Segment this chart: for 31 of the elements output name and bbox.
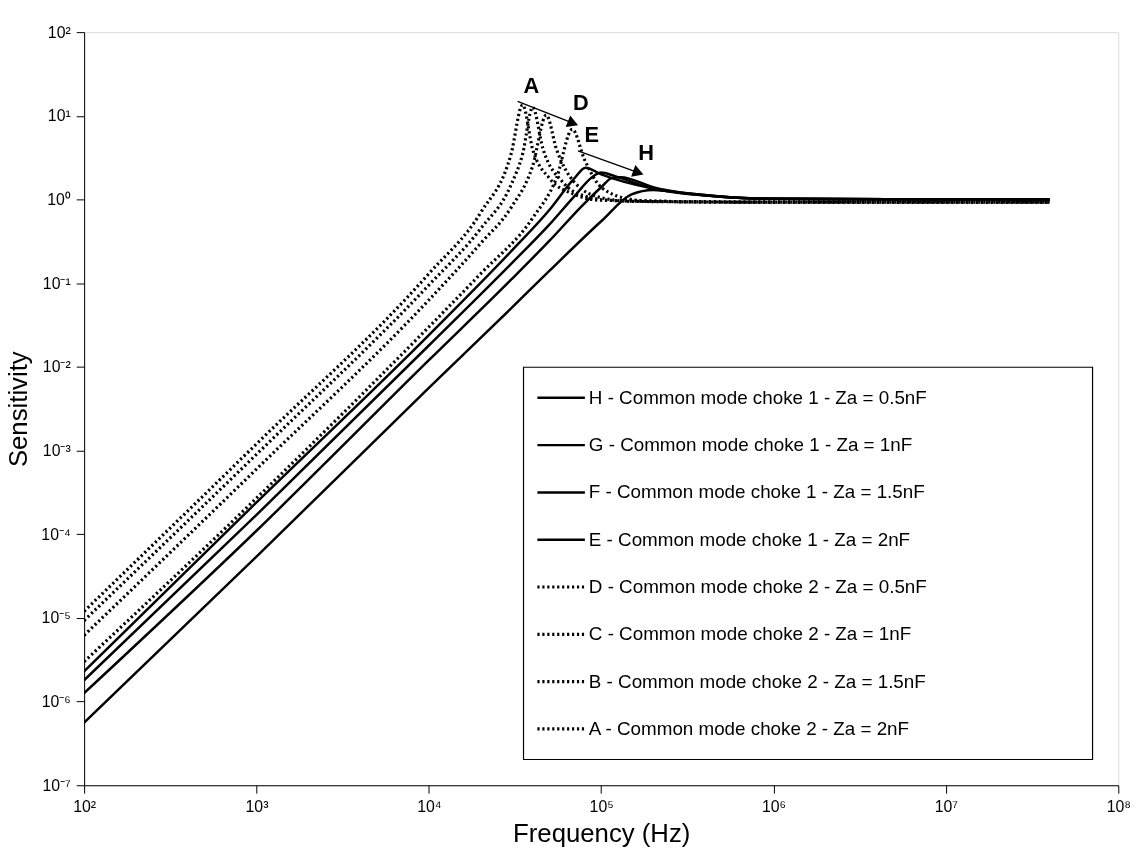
annotation: E — [584, 121, 600, 147]
legend-label: D - Common mode choke 2 - Za = 0.5nF — [588, 575, 927, 597]
x-tick-label: 10³ — [245, 798, 269, 816]
x-tick-label: 10⁵ — [589, 798, 614, 816]
y-tick-label: 10⁻⁶ — [41, 693, 71, 711]
x-tick-label: 10⁶ — [762, 798, 787, 816]
y-tick-label: 10⁻³ — [42, 441, 71, 459]
y-tick-label: 10¹ — [47, 107, 71, 125]
legend-label: C - Common mode choke 2 - Za = 1nF — [588, 623, 912, 645]
annotation: H — [638, 139, 655, 165]
x-tick-label: 10⁸ — [1106, 798, 1131, 816]
legend-label: E - Common mode choke 1 - Za = 2nF — [588, 528, 911, 550]
y-tick-label: 10⁻¹ — [42, 274, 71, 292]
y-tick-label: 10⁰ — [47, 190, 71, 208]
annotation: A — [523, 72, 540, 98]
x-axis-title: Frequency (Hz) — [513, 819, 691, 848]
y-tick-label: 10² — [47, 23, 71, 41]
x-tick-label: 10⁴ — [417, 798, 442, 816]
y-tick-label: 10⁻⁷ — [42, 776, 72, 794]
legend-label: A - Common mode choke 2 - Za = 2nF — [588, 717, 910, 739]
legend-label: G - Common mode choke 1 - Za = 1nF — [588, 434, 913, 456]
legend-label: B - Common mode choke 2 - Za = 1.5nF — [588, 670, 926, 692]
x-tick-label: 10⁷ — [934, 798, 959, 816]
legend-label: F - Common mode choke 1 - Za = 1.5nF — [588, 481, 925, 503]
x-tick-label: 10² — [73, 798, 97, 816]
y-tick-label: 10⁻⁵ — [41, 609, 71, 627]
y-axis-title: Sensitivity — [3, 351, 32, 468]
annotation: D — [573, 90, 589, 116]
legend-label: H - Common mode choke 1 - Za = 0.5nF — [588, 386, 927, 408]
y-tick-label: 10⁻⁴ — [41, 525, 71, 543]
y-tick-label: 10⁻² — [42, 358, 71, 376]
